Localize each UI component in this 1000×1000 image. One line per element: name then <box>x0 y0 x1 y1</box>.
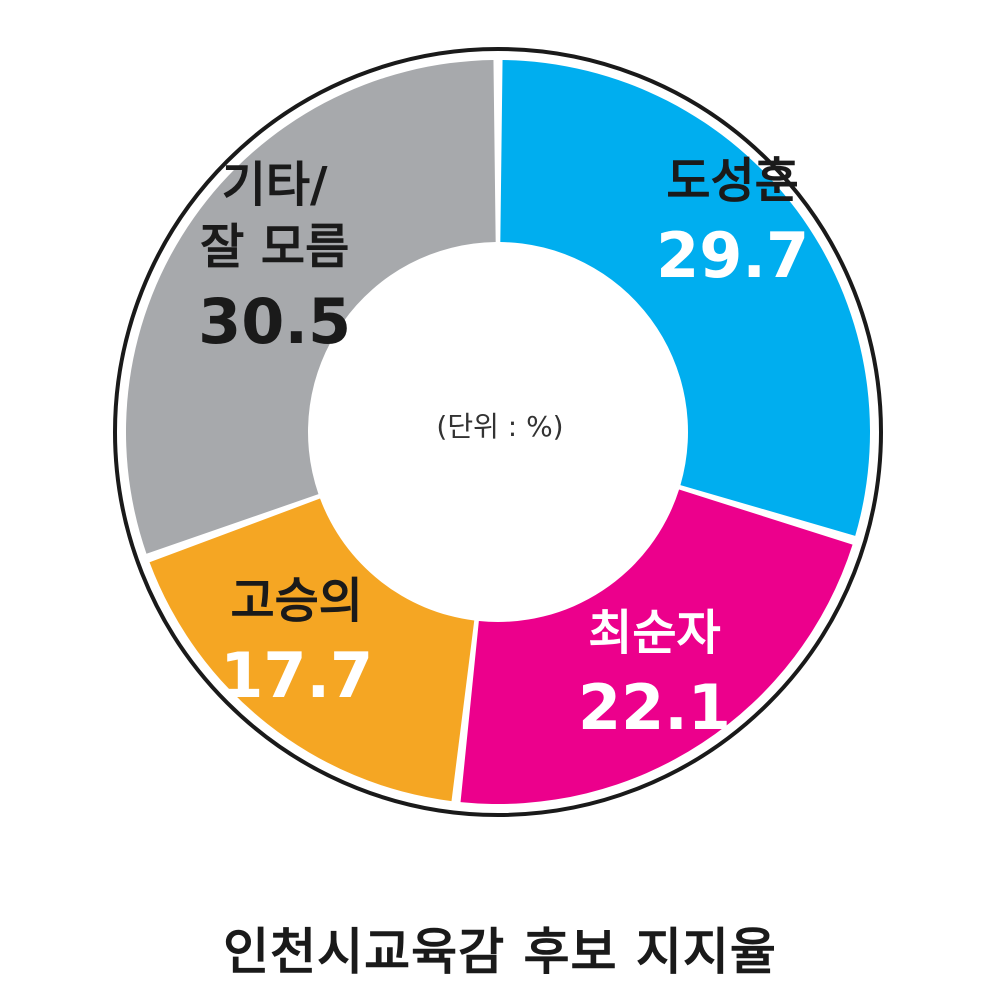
outer-ring <box>113 47 883 817</box>
donut-slices <box>126 60 870 804</box>
slice-label: 도성훈 <box>666 153 798 209</box>
donut-chart: 도성훈 29.7 최순자 22.1 고승의 17.7 기타/잘 모름 30.5 (단위 : %… <box>113 47 883 817</box>
slice-others <box>126 60 496 554</box>
slice-choisoonja <box>460 489 853 804</box>
slice-value: 22.1 <box>578 671 731 744</box>
slice-label: 최순자 <box>588 605 720 661</box>
slice-label: 잘 모름 <box>200 219 349 275</box>
slice-value: 17.7 <box>220 639 373 712</box>
slice-value: 30.5 <box>198 285 351 358</box>
slice-labels: 도성훈 29.7 최순자 22.1 고승의 17.7 기타/잘 모름 30.5 <box>198 153 809 744</box>
slice-label: 고승의 <box>230 573 362 629</box>
slice-label: 기타/ <box>222 157 328 213</box>
slice-goseungui <box>149 498 475 802</box>
chart-title: 인천시교육감 후보 지지율 <box>223 923 777 981</box>
unit-note: (단위 : %) <box>436 410 563 443</box>
slice-value: 29.7 <box>656 219 809 292</box>
slice-dosunghoon <box>500 60 870 536</box>
